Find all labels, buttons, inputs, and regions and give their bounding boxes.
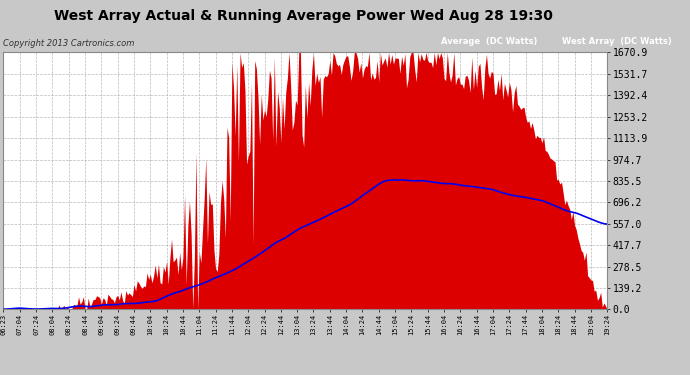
Text: West Array Actual & Running Average Power Wed Aug 28 19:30: West Array Actual & Running Average Powe… <box>54 9 553 23</box>
Text: West Array  (DC Watts): West Array (DC Watts) <box>562 37 672 46</box>
Text: Copyright 2013 Cartronics.com: Copyright 2013 Cartronics.com <box>3 39 135 48</box>
Text: Average  (DC Watts): Average (DC Watts) <box>442 37 538 46</box>
